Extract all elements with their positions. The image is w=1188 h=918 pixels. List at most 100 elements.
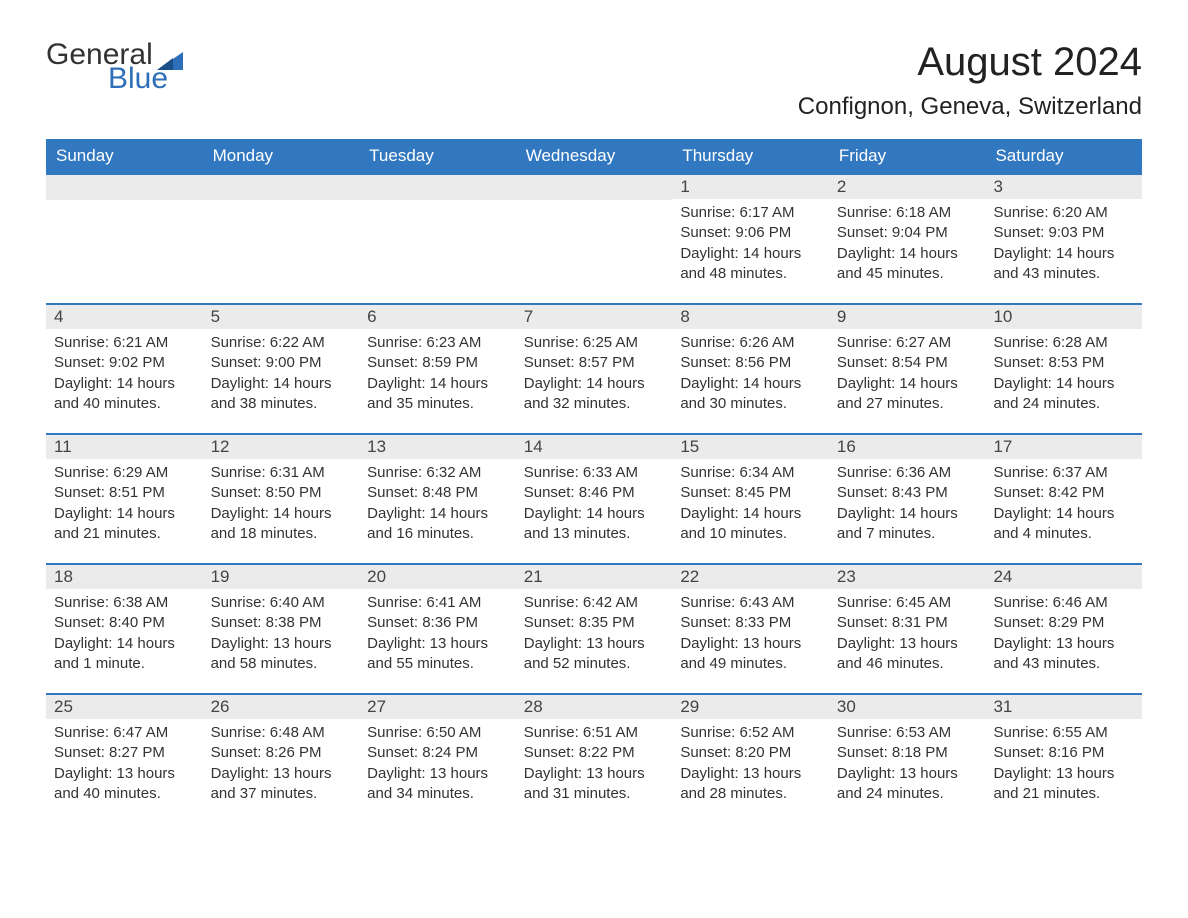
day-number: 21 bbox=[516, 565, 673, 589]
day-body: Sunrise: 6:18 AMSunset: 9:04 PMDaylight:… bbox=[829, 199, 986, 288]
day-cell: 11Sunrise: 6:29 AMSunset: 8:51 PMDayligh… bbox=[46, 435, 203, 563]
week-row: 4Sunrise: 6:21 AMSunset: 9:02 PMDaylight… bbox=[46, 303, 1142, 433]
day-body: Sunrise: 6:20 AMSunset: 9:03 PMDaylight:… bbox=[985, 199, 1142, 288]
week-row: 1Sunrise: 6:17 AMSunset: 9:06 PMDaylight… bbox=[46, 173, 1142, 303]
day-body: Sunrise: 6:37 AMSunset: 8:42 PMDaylight:… bbox=[985, 459, 1142, 548]
day-number: 7 bbox=[516, 305, 673, 329]
sunrise-line: Sunrise: 6:22 AM bbox=[211, 333, 352, 353]
day-body: Sunrise: 6:40 AMSunset: 8:38 PMDaylight:… bbox=[203, 589, 360, 678]
day-number: 22 bbox=[672, 565, 829, 589]
sunrise-line: Sunrise: 6:31 AM bbox=[211, 463, 352, 483]
day-number: 14 bbox=[516, 435, 673, 459]
day-cell: 28Sunrise: 6:51 AMSunset: 8:22 PMDayligh… bbox=[516, 695, 673, 823]
day-number: 23 bbox=[829, 565, 986, 589]
sunrise-line: Sunrise: 6:28 AM bbox=[993, 333, 1134, 353]
day-number: 10 bbox=[985, 305, 1142, 329]
sunset-line: Sunset: 8:51 PM bbox=[54, 483, 195, 503]
sunset-line: Sunset: 8:42 PM bbox=[993, 483, 1134, 503]
sunrise-line: Sunrise: 6:32 AM bbox=[367, 463, 508, 483]
day-cell: 6Sunrise: 6:23 AMSunset: 8:59 PMDaylight… bbox=[359, 305, 516, 433]
sunrise-line: Sunrise: 6:37 AM bbox=[993, 463, 1134, 483]
day-body: Sunrise: 6:42 AMSunset: 8:35 PMDaylight:… bbox=[516, 589, 673, 678]
sunrise-line: Sunrise: 6:41 AM bbox=[367, 593, 508, 613]
day-cell: 2Sunrise: 6:18 AMSunset: 9:04 PMDaylight… bbox=[829, 175, 986, 303]
day-number: 12 bbox=[203, 435, 360, 459]
day-cell bbox=[516, 175, 673, 303]
daylight-line: Daylight: 14 hours and 21 minutes. bbox=[54, 504, 195, 545]
sunset-line: Sunset: 9:02 PM bbox=[54, 353, 195, 373]
day-number: 30 bbox=[829, 695, 986, 719]
dow-cell: Monday bbox=[203, 139, 360, 173]
daylight-line: Daylight: 14 hours and 32 minutes. bbox=[524, 374, 665, 415]
day-cell: 4Sunrise: 6:21 AMSunset: 9:02 PMDaylight… bbox=[46, 305, 203, 433]
day-cell: 29Sunrise: 6:52 AMSunset: 8:20 PMDayligh… bbox=[672, 695, 829, 823]
day-body: Sunrise: 6:50 AMSunset: 8:24 PMDaylight:… bbox=[359, 719, 516, 808]
day-cell: 19Sunrise: 6:40 AMSunset: 8:38 PMDayligh… bbox=[203, 565, 360, 693]
dow-cell: Tuesday bbox=[359, 139, 516, 173]
day-cell: 18Sunrise: 6:38 AMSunset: 8:40 PMDayligh… bbox=[46, 565, 203, 693]
day-cell: 23Sunrise: 6:45 AMSunset: 8:31 PMDayligh… bbox=[829, 565, 986, 693]
sunset-line: Sunset: 8:48 PM bbox=[367, 483, 508, 503]
daylight-line: Daylight: 13 hours and 34 minutes. bbox=[367, 764, 508, 805]
sunset-line: Sunset: 9:06 PM bbox=[680, 223, 821, 243]
sunset-line: Sunset: 8:18 PM bbox=[837, 743, 978, 763]
day-cell: 7Sunrise: 6:25 AMSunset: 8:57 PMDaylight… bbox=[516, 305, 673, 433]
day-cell: 22Sunrise: 6:43 AMSunset: 8:33 PMDayligh… bbox=[672, 565, 829, 693]
day-body: Sunrise: 6:36 AMSunset: 8:43 PMDaylight:… bbox=[829, 459, 986, 548]
day-cell: 3Sunrise: 6:20 AMSunset: 9:03 PMDaylight… bbox=[985, 175, 1142, 303]
sunset-line: Sunset: 8:56 PM bbox=[680, 353, 821, 373]
day-cell: 24Sunrise: 6:46 AMSunset: 8:29 PMDayligh… bbox=[985, 565, 1142, 693]
daylight-line: Daylight: 14 hours and 45 minutes. bbox=[837, 244, 978, 285]
day-cell: 12Sunrise: 6:31 AMSunset: 8:50 PMDayligh… bbox=[203, 435, 360, 563]
sunrise-line: Sunrise: 6:21 AM bbox=[54, 333, 195, 353]
day-cell: 8Sunrise: 6:26 AMSunset: 8:56 PMDaylight… bbox=[672, 305, 829, 433]
daylight-line: Daylight: 13 hours and 58 minutes. bbox=[211, 634, 352, 675]
sunrise-line: Sunrise: 6:18 AM bbox=[837, 203, 978, 223]
day-cell bbox=[359, 175, 516, 303]
daylight-line: Daylight: 14 hours and 38 minutes. bbox=[211, 374, 352, 415]
day-cell: 16Sunrise: 6:36 AMSunset: 8:43 PMDayligh… bbox=[829, 435, 986, 563]
daylight-line: Daylight: 13 hours and 28 minutes. bbox=[680, 764, 821, 805]
day-body: Sunrise: 6:46 AMSunset: 8:29 PMDaylight:… bbox=[985, 589, 1142, 678]
day-number: 16 bbox=[829, 435, 986, 459]
location: Confignon, Geneva, Switzerland bbox=[798, 93, 1142, 121]
day-cell: 15Sunrise: 6:34 AMSunset: 8:45 PMDayligh… bbox=[672, 435, 829, 563]
sunrise-line: Sunrise: 6:36 AM bbox=[837, 463, 978, 483]
sunrise-line: Sunrise: 6:53 AM bbox=[837, 723, 978, 743]
sunrise-line: Sunrise: 6:38 AM bbox=[54, 593, 195, 613]
daylight-line: Daylight: 13 hours and 55 minutes. bbox=[367, 634, 508, 675]
day-number: 18 bbox=[46, 565, 203, 589]
sunset-line: Sunset: 8:33 PM bbox=[680, 613, 821, 633]
day-body: Sunrise: 6:32 AMSunset: 8:48 PMDaylight:… bbox=[359, 459, 516, 548]
daylight-line: Daylight: 14 hours and 4 minutes. bbox=[993, 504, 1134, 545]
daylight-line: Daylight: 14 hours and 43 minutes. bbox=[993, 244, 1134, 285]
day-body: Sunrise: 6:53 AMSunset: 8:18 PMDaylight:… bbox=[829, 719, 986, 808]
sunset-line: Sunset: 8:43 PM bbox=[837, 483, 978, 503]
day-cell: 5Sunrise: 6:22 AMSunset: 9:00 PMDaylight… bbox=[203, 305, 360, 433]
sunrise-line: Sunrise: 6:29 AM bbox=[54, 463, 195, 483]
day-cell: 31Sunrise: 6:55 AMSunset: 8:16 PMDayligh… bbox=[985, 695, 1142, 823]
sunset-line: Sunset: 8:59 PM bbox=[367, 353, 508, 373]
day-number: 3 bbox=[985, 175, 1142, 199]
sunset-line: Sunset: 8:35 PM bbox=[524, 613, 665, 633]
daylight-line: Daylight: 14 hours and 13 minutes. bbox=[524, 504, 665, 545]
day-number: 28 bbox=[516, 695, 673, 719]
dow-cell: Wednesday bbox=[516, 139, 673, 173]
day-cell bbox=[203, 175, 360, 303]
sunrise-line: Sunrise: 6:17 AM bbox=[680, 203, 821, 223]
sunrise-line: Sunrise: 6:52 AM bbox=[680, 723, 821, 743]
empty-day-number bbox=[203, 175, 360, 200]
day-number: 24 bbox=[985, 565, 1142, 589]
sunset-line: Sunset: 9:04 PM bbox=[837, 223, 978, 243]
daylight-line: Daylight: 14 hours and 10 minutes. bbox=[680, 504, 821, 545]
day-body: Sunrise: 6:41 AMSunset: 8:36 PMDaylight:… bbox=[359, 589, 516, 678]
day-number: 29 bbox=[672, 695, 829, 719]
empty-day-number bbox=[359, 175, 516, 200]
sunset-line: Sunset: 8:24 PM bbox=[367, 743, 508, 763]
sunrise-line: Sunrise: 6:51 AM bbox=[524, 723, 665, 743]
daylight-line: Daylight: 13 hours and 31 minutes. bbox=[524, 764, 665, 805]
sunrise-line: Sunrise: 6:20 AM bbox=[993, 203, 1134, 223]
title-block: August 2024 Confignon, Geneva, Switzerla… bbox=[798, 40, 1142, 121]
sunrise-line: Sunrise: 6:47 AM bbox=[54, 723, 195, 743]
day-body: Sunrise: 6:52 AMSunset: 8:20 PMDaylight:… bbox=[672, 719, 829, 808]
